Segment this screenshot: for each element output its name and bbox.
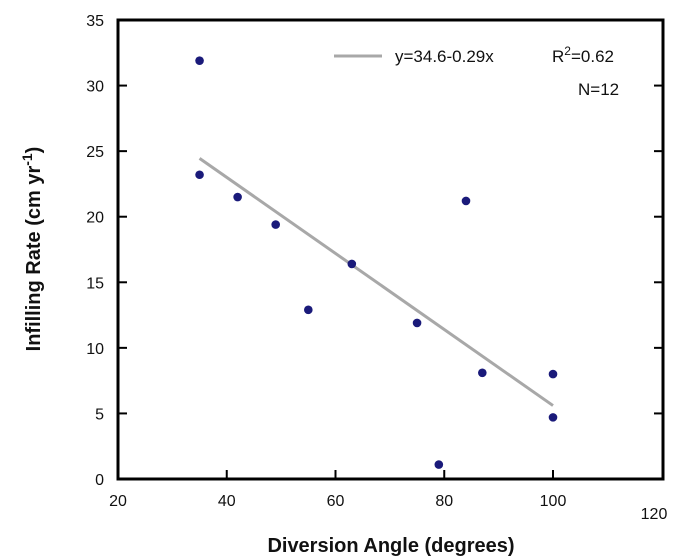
x-axis-ticks: 20 40 60 80 100 120 (109, 470, 667, 523)
data-point (233, 192, 242, 202)
y-tick-label: 25 (86, 144, 104, 161)
plot-frame (116, 18, 665, 481)
legend-equation: y=34.6-0.29x (395, 47, 494, 66)
data-point (461, 196, 471, 206)
y-tick-label: 30 (86, 79, 104, 96)
x-tick-label: 100 (540, 493, 567, 510)
x-tick-label: 80 (435, 493, 453, 510)
x-tick-label: 40 (218, 493, 236, 510)
legend: y=34.6-0.29x R2=0.62 N=12 (334, 44, 619, 99)
y-tick-label: 0 (95, 472, 104, 489)
y-axis-ticks: 0 5 10 15 20 25 30 35 (86, 13, 663, 489)
data-point (478, 368, 487, 378)
data-point (271, 220, 280, 229)
y-tick-label: 10 (86, 341, 104, 358)
legend-r2: R2=0.62 (552, 44, 614, 66)
data-point (412, 318, 422, 328)
x-tick-label: 120 (641, 506, 668, 523)
y-tick-label: 20 (86, 210, 104, 227)
x-axis-title: Diversion Angle (degrees) (267, 535, 514, 556)
data-point (347, 259, 357, 269)
y-axis-title: Infilling Rate (cm yr-1) (19, 147, 45, 352)
data-points (195, 56, 558, 469)
data-point (195, 170, 204, 180)
x-tick-label: 60 (327, 493, 345, 510)
regression-line (198, 157, 554, 407)
x-tick-label: 20 (109, 493, 127, 510)
data-point (548, 413, 558, 422)
data-point (548, 369, 558, 379)
data-point (304, 305, 313, 315)
legend-n: N=12 (578, 80, 619, 99)
y-tick-label: 35 (86, 13, 104, 30)
data-point (434, 460, 444, 469)
y-tick-label: 15 (86, 275, 104, 292)
data-point (195, 56, 204, 65)
y-tick-label: 5 (95, 406, 104, 423)
